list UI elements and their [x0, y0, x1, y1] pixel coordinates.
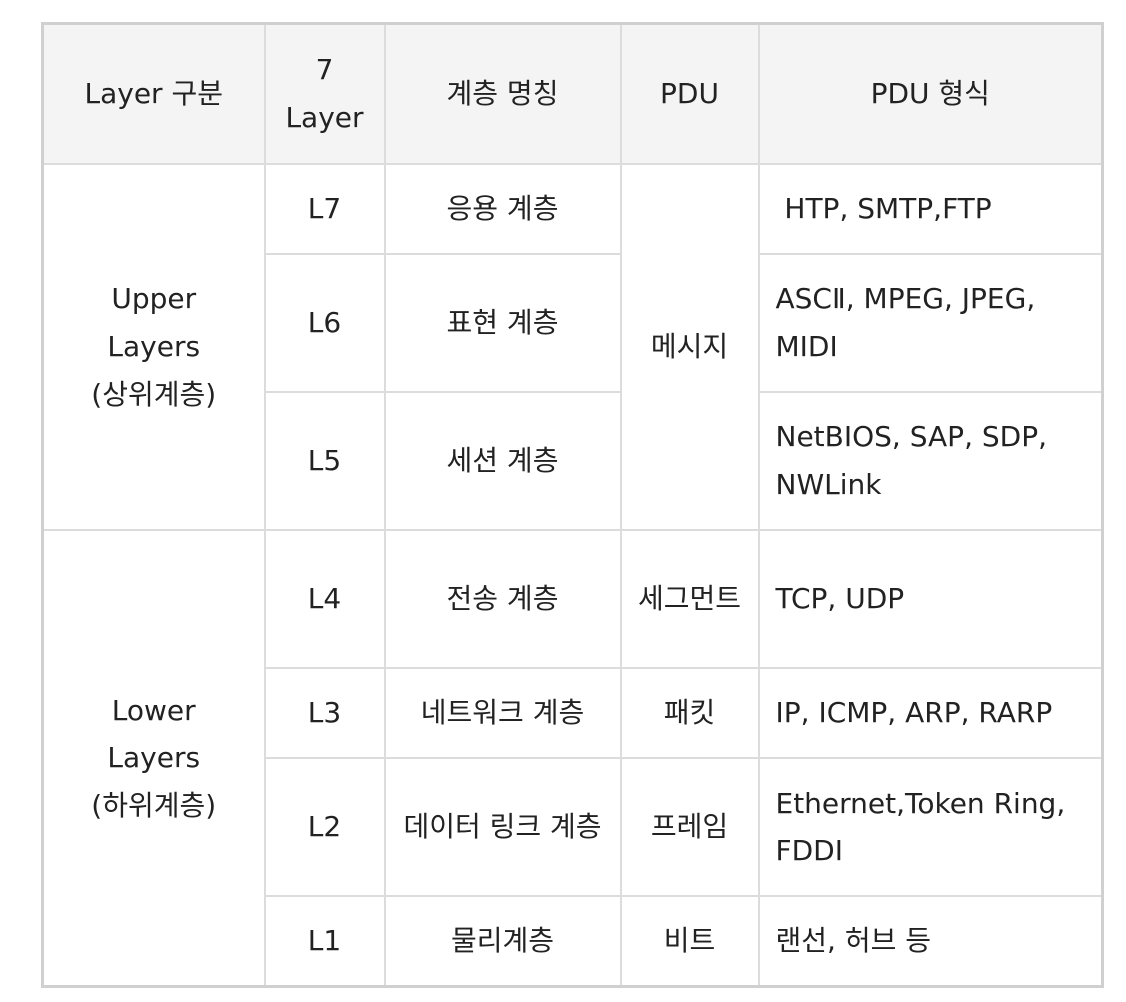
header-pdu-format: PDU 형식 [757, 22, 1104, 165]
layer-name: 표현 계층 [383, 252, 622, 393]
layer-number: L7 [263, 162, 386, 255]
layer-name: 응용 계층 [383, 162, 622, 255]
layer-pdu: 비트 [619, 895, 760, 988]
table-header: Layer 구분 7 Layer 계층 명칭 PDU PDU 형식 [41, 22, 1104, 165]
layer-number: L5 [263, 390, 386, 531]
group-upper-line3: (상위계층) [91, 377, 217, 411]
layer-pdu: 메시지 [619, 162, 760, 531]
layer-name: 물리계층 [383, 895, 622, 988]
layer-pdu: 패킷 [619, 667, 760, 760]
layer-number: L3 [263, 667, 386, 760]
group-upper-line1: Upper [111, 282, 197, 316]
header-seven-layer-line1: 7 [315, 53, 334, 87]
layer-pdu-format: TCP, UDP [757, 528, 1104, 670]
layer-number: L4 [263, 528, 386, 670]
layer-pdu: 프레임 [619, 757, 760, 898]
table-row: L2 데이터 링크 계층 프레임 Ethernet,Token Ring, FD… [43, 757, 1104, 898]
header-row: Layer 구분 7 Layer 계층 명칭 PDU PDU 형식 [41, 22, 1104, 165]
table-row: L1 물리계층 비트 랜선, 허브 등 [43, 895, 1104, 988]
group-lower-layers: Lower Layers (하위계층) [41, 528, 266, 988]
header-pdu: PDU [619, 22, 760, 165]
table-body: Upper Layers (상위계층) L7 응용 계층 메시지 HTP, SMTP… [41, 162, 1104, 988]
table-row: Upper Layers (상위계층) L7 응용 계층 메시지 HTP, SMTP… [41, 162, 1104, 531]
osi-layer-table: Layer 구분 7 Layer 계층 명칭 PDU PDU 형식 Upper La… [41, 22, 1104, 988]
layer-name: 네트워크 계층 [383, 667, 622, 760]
layer-pdu-format: ASCⅡ, MPEG, JPEG, MIDI [757, 252, 1104, 393]
group-upper-layers: Upper Layers (상위계층) [41, 162, 266, 531]
table-row: L3 네트워크 계층 패킷 IP, ICMP, ARP, RARP [43, 667, 1104, 760]
header-layer-name: 계층 명칭 [383, 22, 622, 165]
layer-name: 세션 계층 [383, 390, 622, 531]
group-lower-line1: Lower [111, 693, 196, 727]
header-seven-layer: 7 Layer [263, 22, 386, 165]
layer-name: 전송 계층 [383, 528, 622, 670]
layer-number: L1 [263, 895, 386, 988]
group-upper-line2: Layers [107, 329, 201, 363]
table-row: L6 표현 계층 ASCⅡ, MPEG, JPEG, MIDI [43, 252, 1104, 393]
layer-pdu-format: HTP, SMTP,FTP [757, 162, 1104, 255]
layer-pdu-format: NetBIOS, SAP, SDP, NWLink [757, 390, 1104, 531]
layer-pdu: 세그먼트 [619, 528, 760, 670]
layer-pdu-format: IP, ICMP, ARP, RARP [757, 667, 1104, 760]
table-row: Lower Layers (하위계층) L4 전송 계층 세그먼트 TCP, UDP [41, 528, 1104, 988]
layer-pdu-format: Ethernet,Token Ring, FDDI [757, 757, 1104, 898]
table-row: L5 세션 계층 NetBIOS, SAP, SDP, NWLink [43, 390, 1104, 531]
layer-number: L6 [263, 252, 386, 393]
header-seven-layer-line2: Layer [285, 100, 364, 134]
layer-number: L2 [263, 757, 386, 898]
header-layer-group: Layer 구분 [41, 22, 266, 165]
layer-name: 데이터 링크 계층 [383, 757, 622, 898]
group-lower-line2: Layers [107, 741, 201, 775]
layer-pdu-format: 랜선, 허브 등 [757, 895, 1104, 988]
group-lower-line3: (하위계층) [91, 788, 217, 822]
